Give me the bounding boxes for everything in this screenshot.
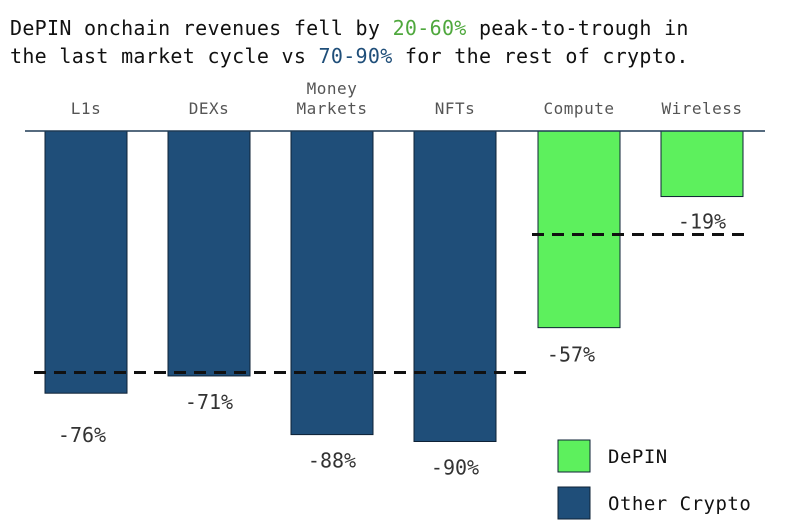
title-line-1-suffix: peak-to-trough in — [466, 16, 689, 40]
value-label-compute: -57% — [547, 343, 595, 367]
value-label-nfts: -90% — [431, 456, 479, 480]
category-label-compute: Compute — [544, 99, 615, 118]
title-line-1-prefix: DePIN onchain revenues fell by — [10, 16, 393, 40]
category-label-nfts: NFTs — [435, 99, 476, 118]
bar-dexs — [167, 130, 251, 377]
legend-label-other-crypto: Other Crypto — [608, 493, 751, 515]
legend-label-depin: DePIN — [608, 446, 668, 468]
chart-title: DePIN onchain revenues fell by 20-60% pe… — [10, 14, 689, 70]
legend-swatch-other-crypto — [557, 486, 591, 520]
category-label-money-markets-line-1: Money — [307, 79, 358, 98]
category-label-money-markets-line-2: Markets — [297, 99, 368, 118]
category-label-dexs: DEXs — [189, 99, 230, 118]
title-depin-range: 20-60% — [392, 16, 467, 40]
value-label-l1s: -76% — [58, 423, 106, 447]
legend-swatch-depin — [557, 439, 591, 473]
title-crypto-range: 70-90% — [318, 44, 393, 68]
bar-money-markets — [290, 130, 374, 436]
bar-compute — [537, 130, 621, 329]
title-line-1: DePIN onchain revenues fell by 20-60% pe… — [10, 14, 689, 42]
title-line-2-prefix: the last market cycle vs — [10, 44, 319, 68]
value-label-dexs: -71% — [185, 390, 233, 414]
value-label-money-markets: -88% — [308, 449, 356, 473]
value-label-wireless: -19% — [678, 210, 726, 234]
bar-nfts — [413, 130, 497, 442]
title-line-2-suffix: for the rest of crypto. — [392, 44, 689, 68]
bar-l1s — [44, 130, 128, 394]
bar-wireless — [660, 130, 744, 198]
category-label-l1s: L1s — [71, 99, 101, 118]
title-line-2: the last market cycle vs 70-90% for the … — [10, 42, 689, 70]
category-label-wireless: Wireless — [661, 99, 742, 118]
